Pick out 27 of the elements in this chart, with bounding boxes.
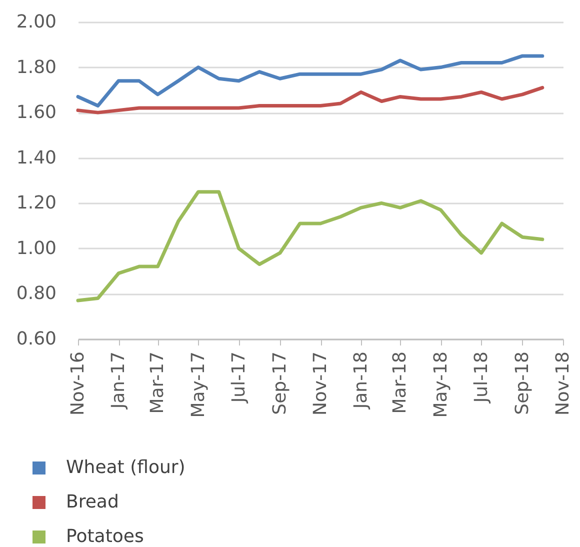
y-tick-label: 1.60 — [16, 102, 56, 124]
y-tick-label: 0.80 — [16, 283, 56, 304]
y-tick-label: 2.00 — [16, 12, 56, 32]
line-series — [76, 54, 544, 108]
x-tick-label: Nov-16 — [68, 352, 88, 416]
x-tick-label: Mar-17 — [147, 352, 168, 414]
line-series — [76, 86, 544, 114]
x-tick-label: Nov-18 — [552, 352, 574, 416]
x-tick-label: Jan-18 — [350, 352, 372, 410]
x-tick-label: May-18 — [430, 352, 452, 418]
x-tick-label: Sep-18 — [512, 352, 533, 415]
y-tick-label: 0.60 — [16, 328, 56, 350]
legend-label: Bread — [66, 492, 119, 512]
x-tick-label: Mar-18 — [390, 352, 411, 414]
y-tick-label: 1.00 — [16, 238, 56, 259]
y-tick-label: 1.40 — [16, 147, 56, 168]
x-tick-label: May-17 — [188, 352, 209, 418]
x-tick-label: Jul-18 — [470, 352, 492, 404]
x-tick-label: Jul-17 — [228, 352, 250, 404]
x-tick-label: Nov-17 — [310, 352, 331, 416]
legend-label: Wheat (flour) — [66, 457, 186, 478]
y-tick-label: 1.20 — [16, 192, 56, 214]
legend-label: Potatoes — [66, 526, 144, 547]
x-tick-label: Jan-17 — [108, 352, 130, 410]
line-series — [76, 190, 544, 302]
x-tick-label: Sep-17 — [269, 352, 290, 415]
y-tick-label: 1.80 — [16, 56, 56, 78]
